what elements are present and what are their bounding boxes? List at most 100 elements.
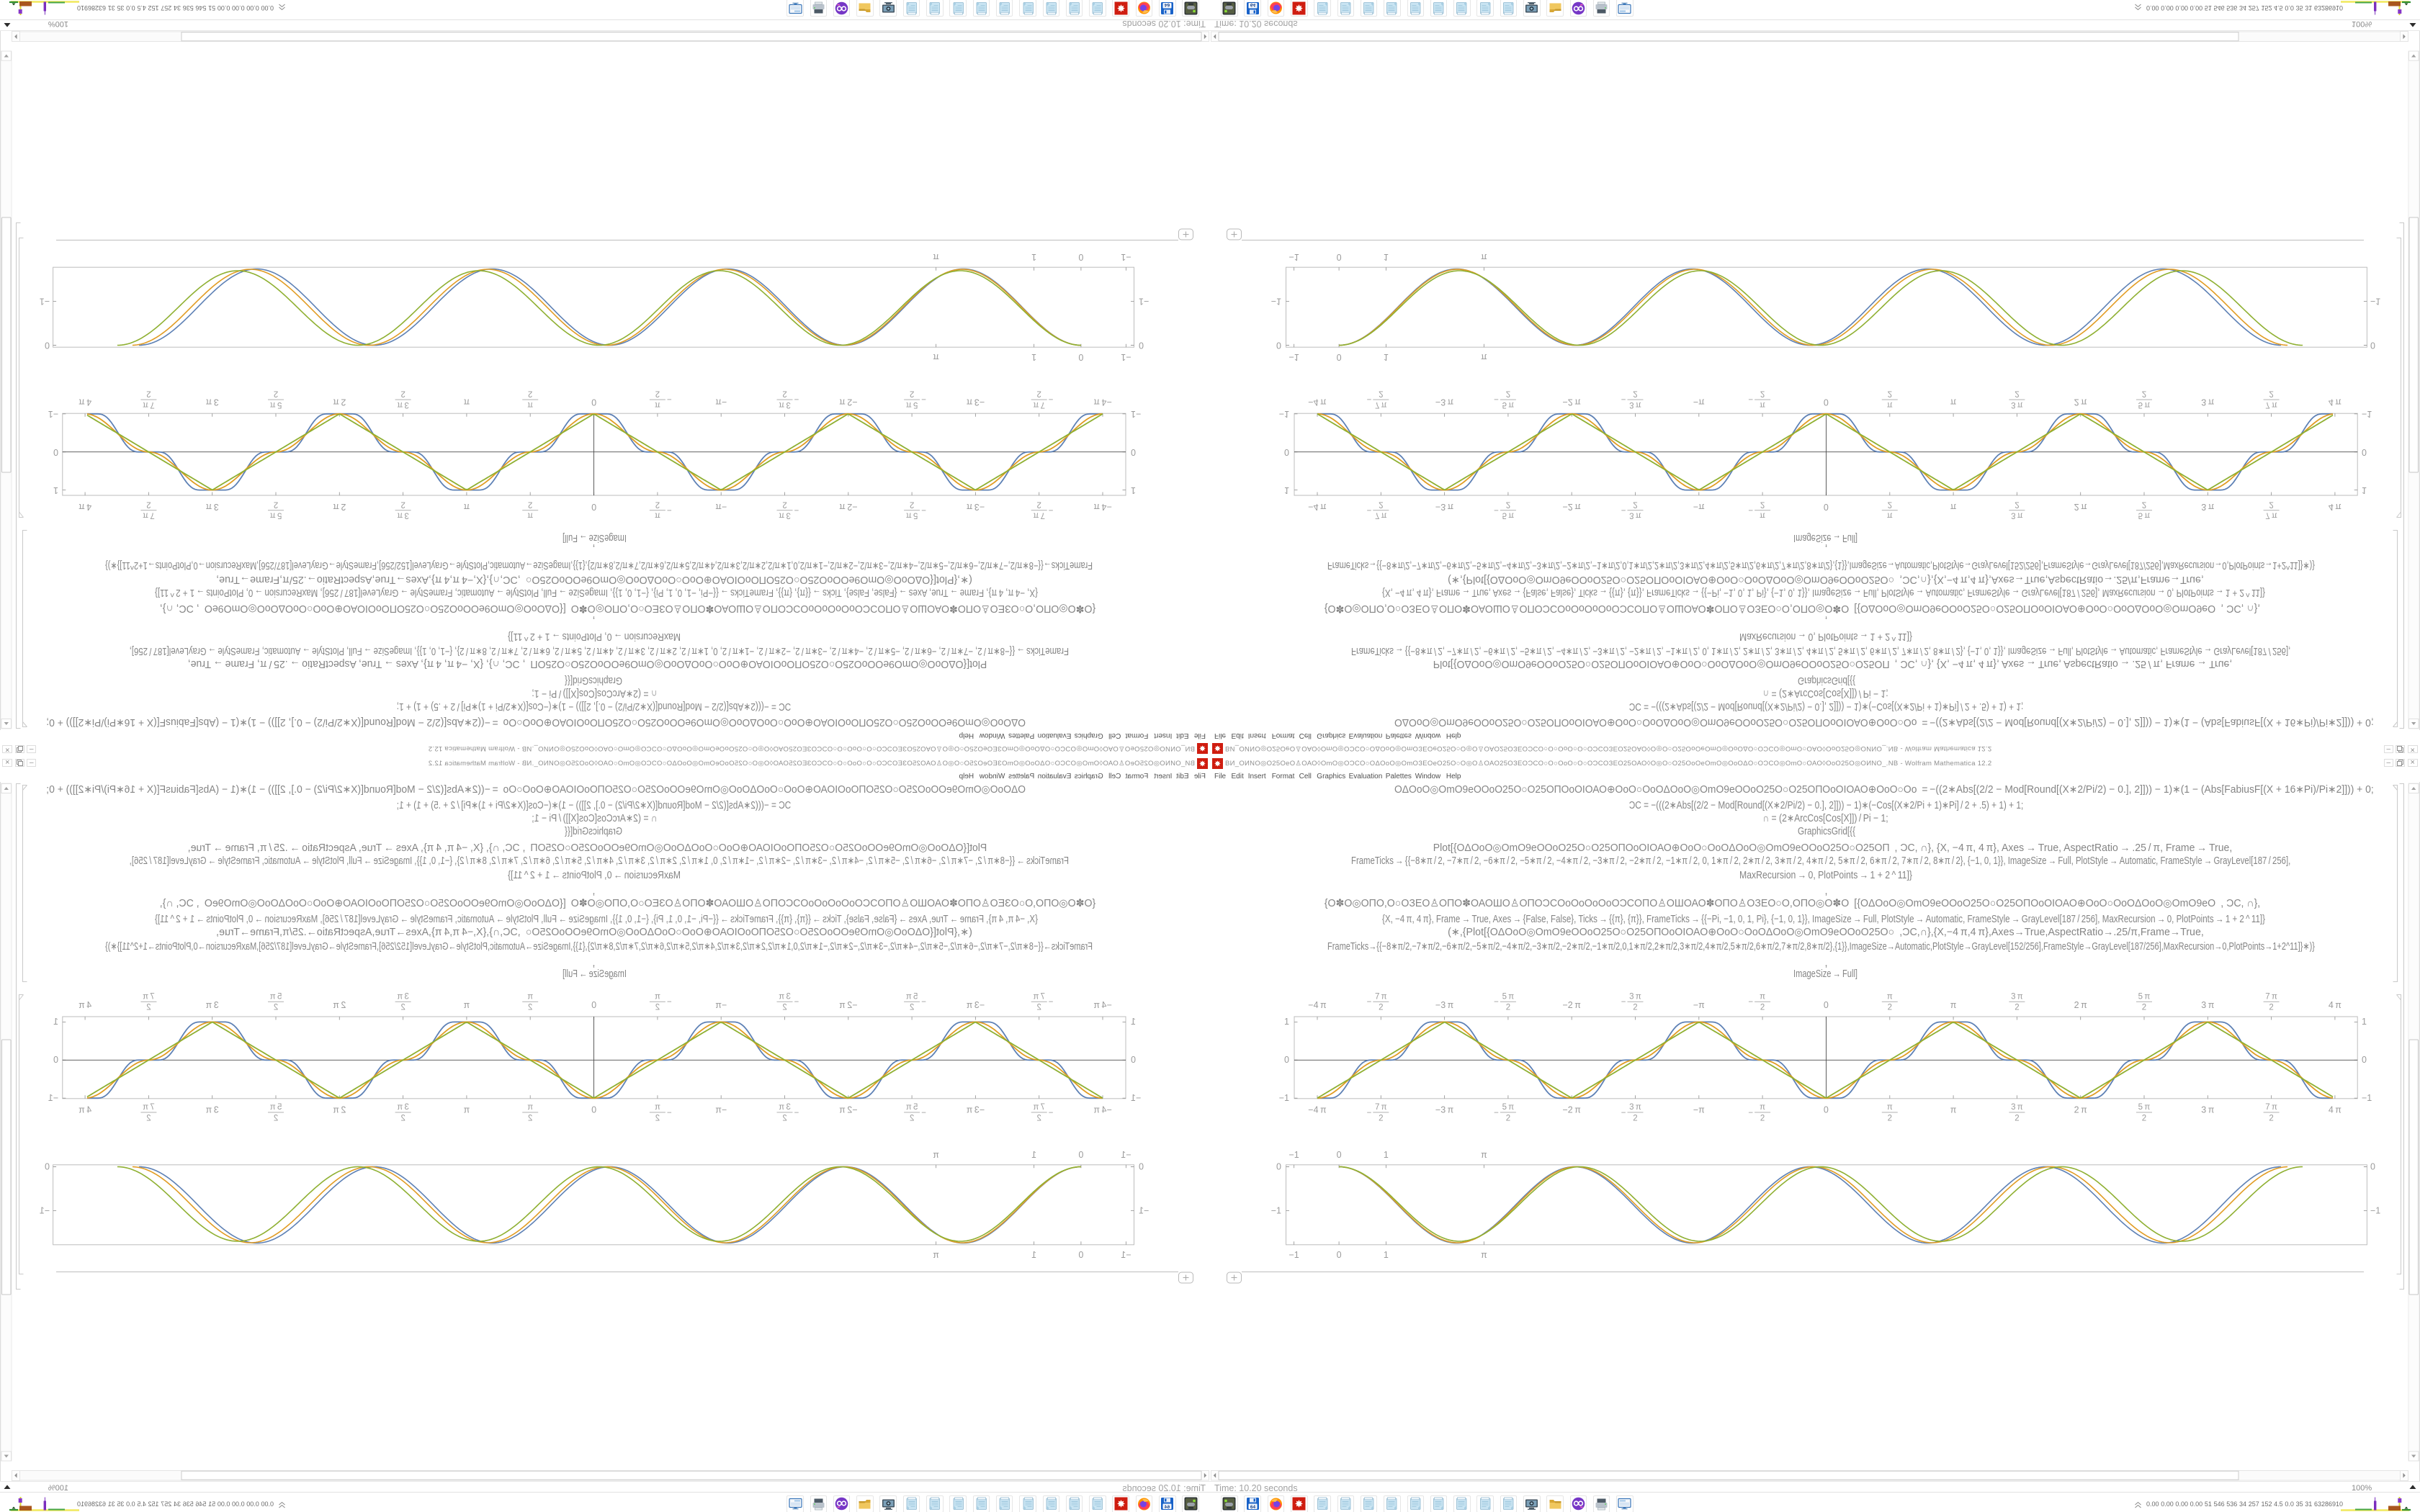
svg-text:−: −	[1048, 998, 1053, 1007]
svg-text:−2 π: −2 π	[1563, 397, 1582, 408]
svg-text:2: 2	[1379, 500, 1383, 509]
svg-text:−π: −π	[1693, 397, 1705, 408]
svg-text:64: 64	[1250, 2, 1256, 7]
svg-text:5 π: 5 π	[2138, 400, 2151, 409]
svg-text:−: −	[667, 1109, 672, 1117]
svg-text:5 π: 5 π	[2138, 1103, 2151, 1112]
svg-text:2: 2	[400, 500, 405, 509]
svg-text:2: 2	[782, 500, 786, 509]
svg-text:0: 0	[1284, 447, 1289, 457]
svg-text:−π: −π	[715, 1105, 727, 1115]
svg-text:−3 π: −3 π	[1435, 1000, 1454, 1010]
svg-text:2 π: 2 π	[2074, 1000, 2087, 1010]
svg-text:64: 64	[1165, 2, 1170, 7]
svg-text:−1: −1	[2362, 1093, 2372, 1103]
svg-text:2: 2	[274, 500, 278, 509]
svg-text:π: π	[1481, 252, 1487, 262]
svg-text:3 π: 3 π	[1629, 993, 1641, 1002]
svg-text:π: π	[933, 1150, 939, 1160]
svg-text:3 π: 3 π	[1629, 511, 1641, 520]
svg-text:0: 0	[1824, 1000, 1829, 1010]
svg-text:−3 π: −3 π	[1435, 1105, 1454, 1115]
svg-text:−2 π: −2 π	[1563, 502, 1582, 512]
svg-text:−: −	[1748, 395, 1753, 403]
svg-text:3 π: 3 π	[2011, 1103, 2023, 1112]
svg-text:π: π	[1760, 511, 1765, 520]
svg-text:0: 0	[591, 1105, 596, 1115]
svg-text:−1: −1	[1289, 252, 1299, 262]
svg-text:−: −	[1048, 505, 1053, 514]
svg-text:−: −	[1367, 998, 1372, 1007]
svg-text:−1: −1	[40, 1206, 50, 1216]
svg-text:0: 0	[1284, 1055, 1289, 1065]
svg-text:0: 0	[53, 447, 58, 457]
svg-text:−4 π: −4 π	[1308, 1000, 1327, 1010]
svg-text:7 π: 7 π	[143, 511, 155, 520]
svg-text:−: −	[1494, 395, 1499, 403]
svg-text:−: −	[1048, 1109, 1053, 1117]
svg-text:2 π: 2 π	[333, 397, 346, 408]
svg-text:1: 1	[1384, 252, 1389, 262]
svg-text:5 π: 5 π	[2138, 511, 2151, 520]
svg-text:1: 1	[1384, 1150, 1389, 1160]
svg-text:0: 0	[1337, 352, 1342, 362]
svg-text:2 π: 2 π	[2074, 502, 2087, 512]
svg-text:3 π: 3 π	[205, 1000, 218, 1010]
svg-text:0: 0	[1824, 502, 1829, 512]
svg-text:3 π: 3 π	[779, 993, 791, 1002]
svg-text:−π: −π	[1693, 502, 1705, 512]
svg-text:2: 2	[2015, 390, 2019, 398]
svg-text:−: −	[1494, 998, 1499, 1007]
svg-text:−: −	[667, 505, 672, 514]
svg-text:π: π	[1887, 1103, 1893, 1112]
svg-text:−: −	[667, 395, 672, 403]
svg-text:0: 0	[1139, 1162, 1144, 1172]
svg-text:2: 2	[1760, 390, 1765, 398]
svg-text:2: 2	[1506, 1004, 1510, 1012]
svg-text:2: 2	[1379, 1115, 1383, 1123]
svg-text:−: −	[1621, 505, 1626, 514]
svg-text:3 π: 3 π	[205, 1105, 218, 1115]
svg-text:4 π: 4 π	[79, 502, 91, 512]
svg-text:π: π	[463, 397, 470, 408]
svg-text:−1: −1	[1271, 1206, 1281, 1216]
svg-text:π: π	[527, 400, 533, 409]
svg-text:2: 2	[274, 1004, 278, 1012]
svg-text:−1: −1	[1131, 409, 1141, 419]
svg-text:7 π: 7 π	[2265, 993, 2277, 1002]
svg-text:0: 0	[2362, 1055, 2367, 1065]
svg-text:5 π: 5 π	[906, 511, 918, 520]
svg-text:0: 0	[591, 1000, 596, 1010]
svg-text:−: −	[1748, 1109, 1753, 1117]
svg-text:2: 2	[2142, 390, 2146, 398]
svg-text:−: −	[1048, 395, 1053, 403]
svg-text:π: π	[1760, 993, 1765, 1002]
svg-text:1: 1	[1031, 1150, 1036, 1160]
svg-text:−3 π: −3 π	[1435, 502, 1454, 512]
svg-text:−1: −1	[48, 1093, 58, 1103]
svg-text:π: π	[1760, 400, 1765, 409]
svg-text:2: 2	[910, 390, 914, 398]
svg-text:✸: ✸	[1116, 2, 1125, 14]
svg-text:−π: −π	[1693, 1105, 1705, 1115]
svg-text:π: π	[1481, 1150, 1487, 1160]
svg-text:0: 0	[1078, 252, 1083, 262]
svg-text:π: π	[1887, 511, 1893, 520]
svg-text:−4 π: −4 π	[1308, 397, 1327, 408]
svg-text:2: 2	[146, 500, 151, 509]
svg-text:0: 0	[45, 1162, 50, 1172]
svg-text:3 π: 3 π	[205, 502, 218, 512]
svg-text:1: 1	[2362, 1017, 2367, 1027]
svg-text:3 π: 3 π	[2201, 1105, 2214, 1115]
svg-text:5 π: 5 π	[1502, 400, 1515, 409]
svg-text:5 π: 5 π	[906, 400, 918, 409]
svg-text:−π: −π	[715, 1000, 727, 1010]
svg-text:−4 π: −4 π	[1093, 397, 1112, 408]
svg-text:−: −	[921, 505, 926, 514]
svg-text:−1: −1	[2370, 1206, 2380, 1216]
svg-text:−1: −1	[1289, 1250, 1299, 1260]
svg-text:−1: −1	[40, 296, 50, 306]
svg-text:−3 π: −3 π	[1435, 397, 1454, 408]
svg-text:3 π: 3 π	[2201, 1000, 2214, 1010]
svg-text:−: −	[794, 998, 799, 1007]
